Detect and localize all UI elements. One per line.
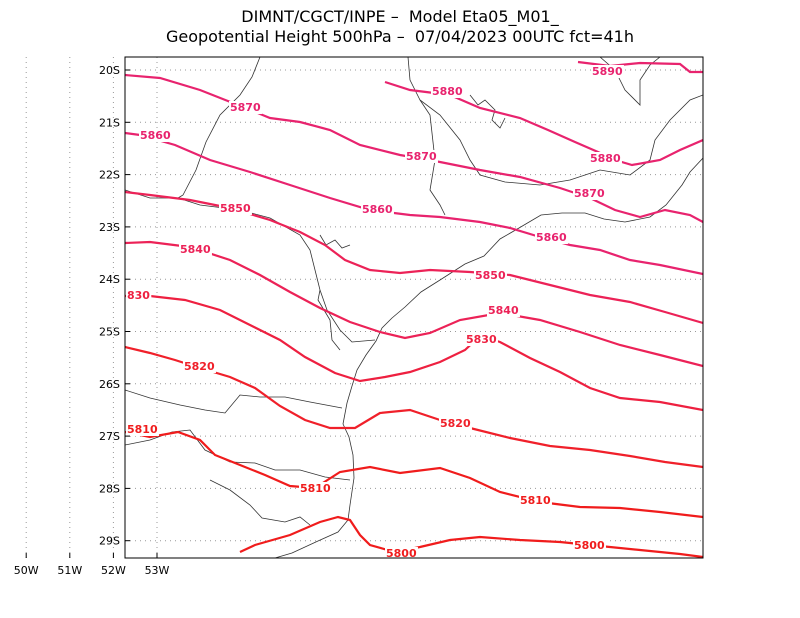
coastline — [274, 157, 703, 558]
reservoir-river — [469, 94, 506, 129]
state-border-sc-rs — [125, 429, 351, 481]
contour-label: 5820 — [184, 360, 215, 373]
contour-label-bg — [361, 203, 394, 216]
contour-label: 5870 — [574, 187, 605, 200]
contour-label-bg — [589, 152, 622, 165]
state-border-rs-west — [209, 479, 311, 526]
contour-5840 — [125, 240, 703, 368]
contour-label: 5810 — [520, 494, 551, 507]
contour-label-bg — [465, 333, 498, 346]
contour-label-bg — [535, 231, 568, 244]
contour-label-bg — [487, 304, 520, 317]
contour-lines — [125, 60, 703, 558]
contour-5830 — [125, 294, 703, 412]
contour-label: 5850 — [475, 269, 506, 282]
state-border-pr-interior — [317, 289, 341, 351]
state-border-mg-rj-es — [407, 57, 703, 186]
lat-label: 26S — [99, 378, 120, 391]
contour-label-bg — [183, 360, 216, 373]
lat-label: 27S — [99, 430, 120, 443]
contour-label-bg — [431, 85, 464, 98]
contour-label-bg — [179, 243, 212, 256]
contour-5860 — [125, 131, 703, 276]
contour-label-bg — [229, 101, 262, 114]
lat-label: 29S — [99, 535, 120, 548]
lat-label: 25S — [99, 326, 120, 339]
state-border-mg-sp — [177, 57, 261, 199]
contour-labels: 5890 5880 5880 5870 5870 5870 5860 5860 … — [126, 65, 624, 560]
contour-label-bg — [139, 129, 172, 142]
contour-label-bg — [126, 423, 159, 436]
lat-label: 23S — [99, 221, 120, 234]
lat-label: 24S — [99, 273, 120, 286]
contour-label-bg — [474, 269, 507, 282]
lon-label: 51W — [57, 564, 82, 577]
contour-label: 5870 — [230, 101, 261, 114]
contour-label-bg — [439, 417, 472, 430]
contour-label: 5890 — [592, 65, 623, 78]
contour-label: 5830 — [466, 333, 497, 346]
contour-label: 5820 — [440, 417, 471, 430]
contour-label-bg — [591, 65, 624, 78]
contour-label: 5800 — [386, 547, 417, 560]
contour-label: 5870 — [406, 150, 437, 163]
state-border-mg-interior — [419, 99, 446, 216]
plot-frame — [124, 56, 704, 559]
state-border-pr-sc — [125, 389, 343, 414]
contour-label: 5840 — [180, 243, 211, 256]
contour-label-bg — [573, 539, 606, 552]
lat-lon-grid — [25, 57, 703, 558]
contour-label: 5810 — [300, 482, 331, 495]
axis-ticks: 20S 21S 22S 23S 24S 25S 26S 27S 28S 29S 53W 52W 51W 5… — [14, 64, 170, 577]
contour-label: 5880 — [590, 152, 621, 165]
contour-label: 5850 — [220, 202, 251, 215]
lon-label: 53W — [145, 564, 170, 577]
contour-5800 — [239, 515, 703, 558]
contour-label: 5860 — [140, 129, 171, 142]
contour-label: 5860 — [536, 231, 567, 244]
contour-label-bg — [405, 150, 438, 163]
contour-label: 5810 — [127, 423, 158, 436]
map-title-line-1: DIMNT/CGCT/INPE – Model Eta05_M01_ — [241, 7, 559, 26]
contour-label-bg — [299, 482, 332, 495]
reservoir-river-2 — [319, 234, 351, 249]
contour-label: 5880 — [432, 85, 463, 98]
contour-label-bg — [385, 547, 418, 560]
contour-label: 830 — [127, 289, 150, 302]
contour-label-bg — [219, 202, 252, 215]
lon-label: 50W — [14, 564, 39, 577]
lat-label: 20S — [99, 64, 120, 77]
contour-label-bg — [573, 187, 606, 200]
lon-label: 52W — [101, 564, 126, 577]
contour-label-bg — [126, 289, 152, 302]
contour-5810 — [125, 430, 703, 519]
contour-label: 5840 — [488, 304, 519, 317]
contour-5870 — [125, 73, 703, 223]
contour-label: 5800 — [574, 539, 605, 552]
lat-label: 28S — [99, 482, 120, 495]
lat-label: 21S — [99, 116, 120, 129]
lat-label: 22S — [99, 169, 120, 182]
contour-5850 — [125, 190, 703, 325]
contour-label-bg — [519, 494, 552, 507]
map-title-line-2: Geopotential Height 500hPa – 07/04/2023 … — [165, 27, 634, 46]
contour-label: 5860 — [362, 203, 393, 216]
